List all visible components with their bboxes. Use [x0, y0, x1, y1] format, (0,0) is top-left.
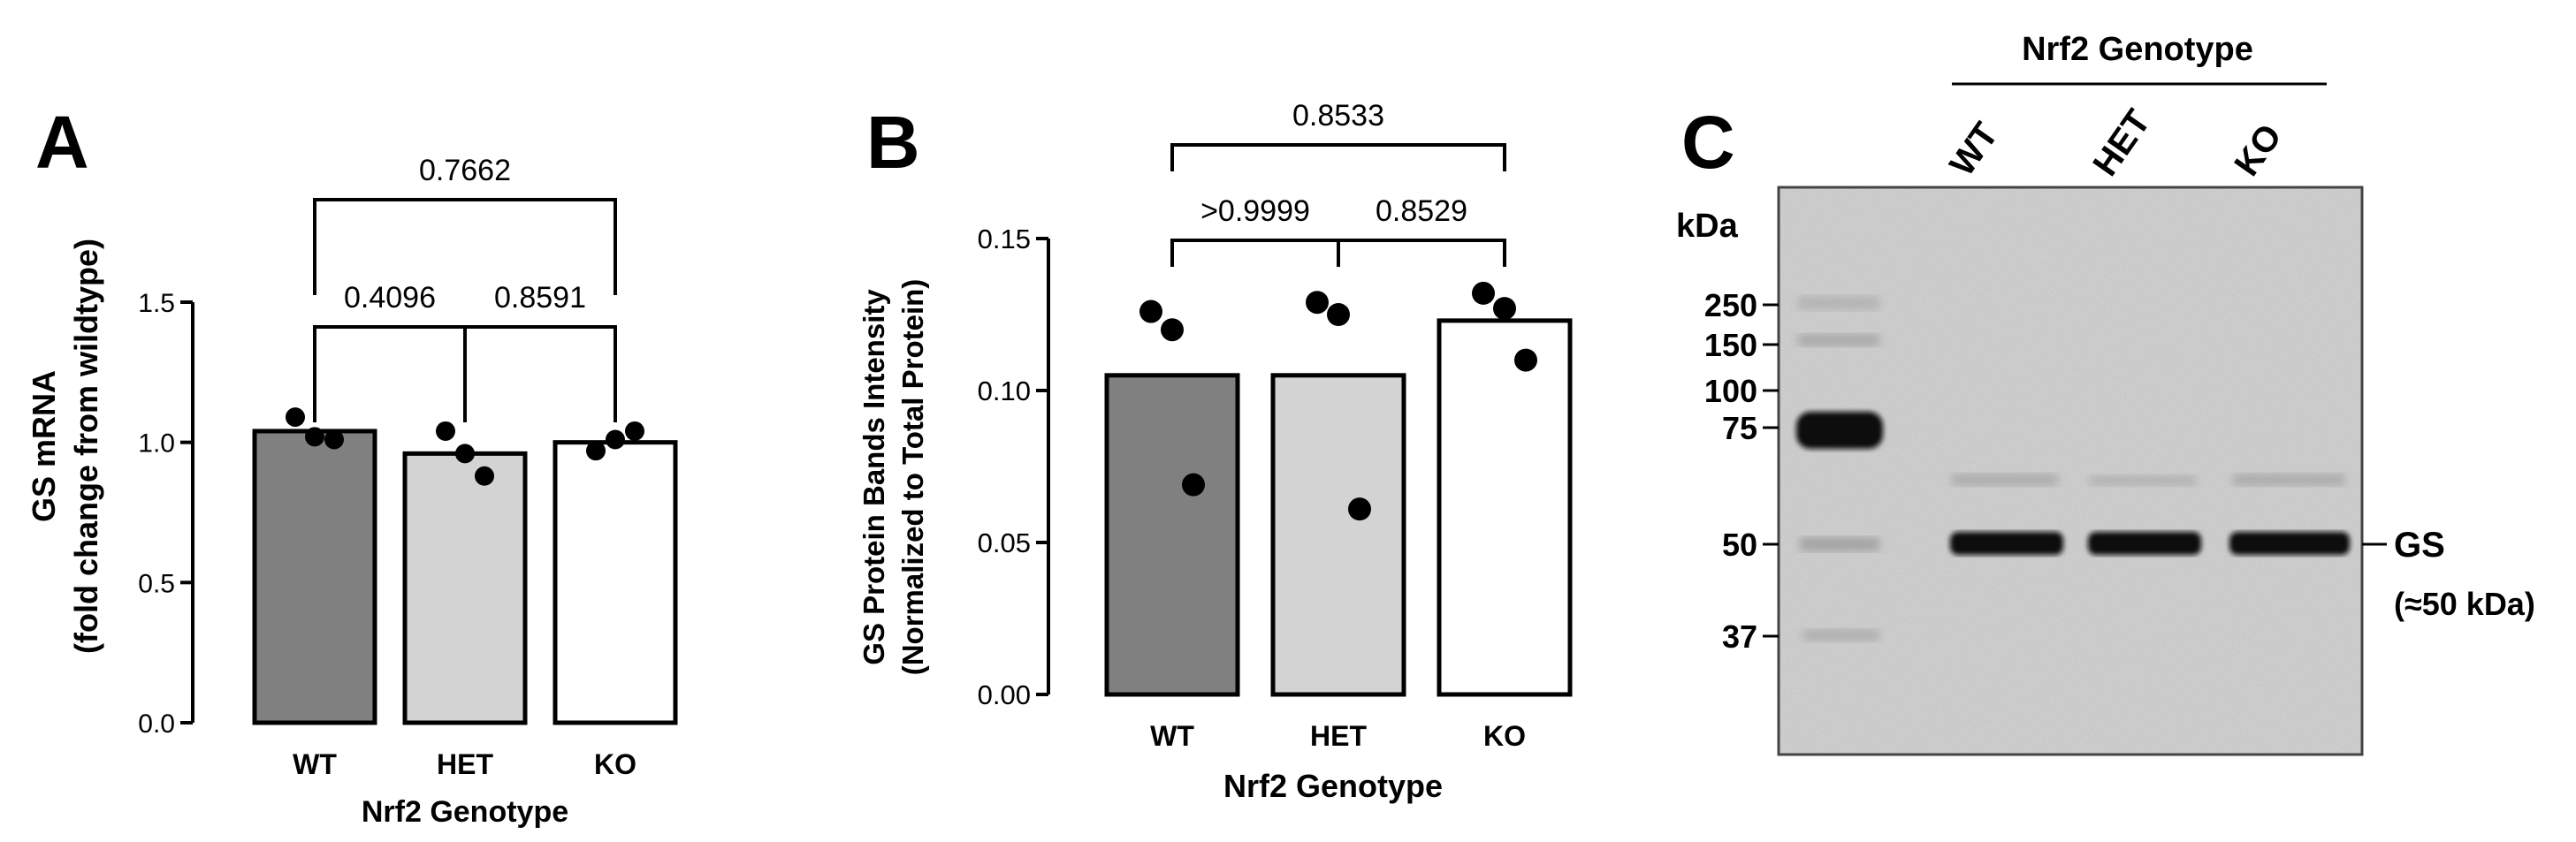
panel-a-y-tick-label: 1.5	[138, 289, 175, 318]
panel-a-x-tick-label: HET	[437, 748, 493, 780]
panel-a-data-point	[586, 441, 606, 461]
lane-labels: WT HET KO	[1942, 102, 2289, 183]
panel-b-x-tick-label: HET	[1310, 720, 1367, 752]
panel-a-data-point	[436, 421, 455, 441]
gs-band-label: GS	[2394, 526, 2445, 565]
panel-b-bar-wt	[1104, 373, 1240, 697]
lane-label-het: HET	[2085, 102, 2158, 183]
panel-b-bar-het	[1270, 373, 1406, 697]
panel-b-y-tick-label: 0.10	[978, 375, 1031, 406]
panel-a-bar-het	[402, 451, 528, 725]
panel-b-x-tick-label: KO	[1483, 720, 1526, 752]
marker-label-75: 75	[1722, 410, 1757, 446]
panel-a-y-tick-label: 1.0	[138, 429, 175, 459]
panel-c-letter: C	[1681, 101, 1735, 184]
panel-a-data-point	[606, 429, 625, 450]
panel-a-p-value: 0.8591	[494, 281, 586, 315]
panel-a-x-tick-label: KO	[594, 748, 636, 780]
panel-b-plot: 0.00 0.05 0.10 0.15 WT HET KO >0.9999 0.8529 0.85…	[978, 99, 1573, 752]
panel-b-p-value: 0.8533	[1292, 99, 1384, 133]
panel-b-p-value: >0.9999	[1200, 194, 1310, 228]
panel-a-comparison-bracket	[313, 198, 617, 295]
panel-a-comparison-bracket	[313, 325, 467, 422]
panel-a-data-point	[455, 444, 475, 464]
panel-b-data-point	[1472, 281, 1495, 305]
panel-b-data-point	[1161, 318, 1184, 342]
panel-a-data-point	[625, 421, 644, 441]
panel-b-data-point	[1139, 300, 1162, 323]
marker-label-150: 150	[1704, 327, 1757, 363]
panel-a-bar-wt	[252, 429, 377, 725]
panel-b: B GS Protein Bands Intensity (Normalized…	[857, 99, 1573, 804]
panel-a-data-point	[324, 429, 344, 450]
lane-label-wt: WT	[1942, 116, 2006, 183]
panel-a-ylabel-line2: (fold change from wildtype)	[68, 239, 104, 654]
panel-a-data-point	[305, 427, 324, 447]
panel-b-comparison-bracket	[1170, 143, 1506, 171]
panel-b-data-point	[1514, 348, 1537, 372]
panel-a-y-tick-label: 0.0	[138, 709, 175, 739]
panel-b-data-point	[1182, 473, 1205, 497]
panel-a-y-tick-label: 0.5	[138, 569, 175, 598]
panel-a-x-tick-label: WT	[293, 748, 337, 780]
panel-a-letter: A	[35, 101, 89, 184]
panel-b-xlabel: Nrf2 Genotype	[1223, 768, 1443, 804]
marker-label-37: 37	[1722, 618, 1757, 655]
panel-a-plot: 0.0 0.5 1.0 1.5 WT HET KO 0.4096 0.8591 0.7662	[138, 154, 678, 780]
panel-a-ylabel-line1: GS mRNA	[26, 370, 62, 522]
panel-b-bar-ko	[1437, 318, 1573, 697]
marker-label-50: 50	[1722, 527, 1757, 563]
panel-b-data-point	[1348, 497, 1371, 521]
panel-a: A GS mRNA (fold change from wildtype) Nr…	[26, 101, 678, 829]
panel-a-p-value: 0.4096	[344, 281, 436, 315]
kda-label: kDa	[1676, 208, 1739, 245]
panel-a-bar-ko	[553, 440, 678, 725]
panel-b-x-tick-label: WT	[1150, 720, 1194, 752]
panel-b-ylabel-line2: (Normalized to Total Protein)	[896, 279, 929, 676]
panel-a-xlabel: Nrf2 Genotype	[362, 795, 568, 829]
marker-label-100: 100	[1704, 373, 1757, 409]
panel-b-p-value: 0.8529	[1376, 194, 1467, 228]
lane-label-ko: KO	[2227, 118, 2289, 183]
panel-b-data-point	[1327, 303, 1350, 326]
panel-a-p-value: 0.7662	[419, 154, 511, 187]
panel-a-data-point	[286, 407, 305, 428]
panel-b-comparison-bracket	[1337, 239, 1506, 267]
marker-label-250: 250	[1704, 287, 1757, 323]
panel-a-data-point	[475, 466, 494, 486]
panel-b-comparison-bracket	[1170, 239, 1340, 267]
gs-band-note: (≈50 kDa)	[2394, 586, 2535, 622]
blot-header: Nrf2 Genotype	[2022, 31, 2253, 68]
panel-b-data-point	[1306, 291, 1329, 315]
panel-b-y-tick-label: 0.05	[978, 527, 1031, 558]
panel-b-y-tick-label: 0.00	[978, 679, 1031, 710]
blot-image	[1777, 186, 2364, 756]
panel-b-data-point	[1493, 297, 1516, 321]
panel-b-y-tick-label: 0.15	[978, 224, 1031, 254]
panel-b-ylabel-line1: GS Protein Bands Intensity	[857, 289, 890, 665]
panel-a-comparison-bracket	[463, 325, 617, 422]
panel-b-letter: B	[866, 101, 920, 184]
